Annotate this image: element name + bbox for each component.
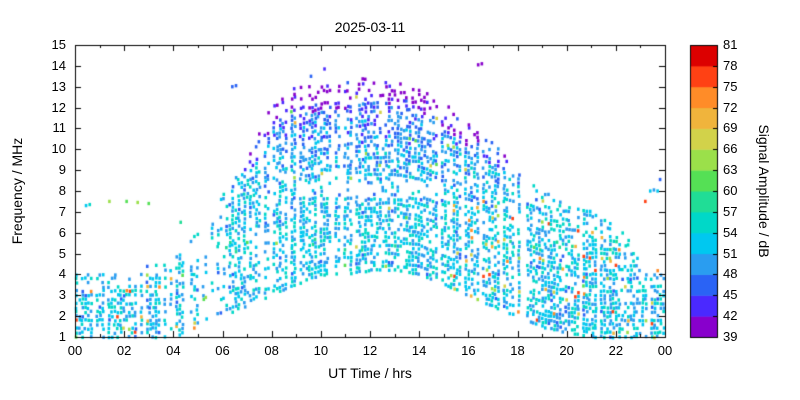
y-tick-label: 2 [58, 308, 66, 324]
x-tick-label: 18 [510, 343, 525, 358]
colorbar-tick-label: 45 [723, 287, 738, 303]
colorbar-tick-label: 39 [723, 329, 738, 344]
y-tick-label: 14 [51, 57, 66, 73]
x-tick-label: 16 [461, 343, 476, 358]
colorbar-tick-label: 51 [723, 245, 738, 261]
y-tick-label: 3 [58, 287, 66, 303]
y-tick-label: 15 [51, 37, 66, 52]
x-tick-label: 00 [657, 343, 673, 358]
x-tick-label: 00 [67, 343, 83, 358]
y-tick-label: 10 [51, 141, 66, 157]
x-tick-label: 14 [411, 343, 427, 358]
x-axis-label: UT Time / hrs [328, 365, 412, 381]
colorbar-tick-label: 81 [723, 37, 738, 52]
colorbar-tick-label: 72 [723, 99, 738, 115]
colorbar-tick-label: 48 [723, 266, 738, 282]
colorbar-tick-label: 57 [723, 203, 738, 219]
colorbar-tick-label: 69 [723, 120, 738, 136]
x-tick-label: 20 [559, 343, 574, 358]
y-tick-label: 7 [58, 203, 66, 219]
colorbar-tick-label: 66 [723, 141, 738, 157]
y-tick-label: 5 [58, 245, 66, 261]
colorbar-tick-label: 54 [723, 224, 738, 240]
y-tick-label: 12 [51, 99, 66, 115]
x-tick-label: 08 [264, 343, 279, 358]
x-tick-label: 02 [116, 343, 132, 358]
x-tick-label: 04 [166, 343, 181, 358]
y-tick-label: 11 [52, 120, 67, 136]
colorbar-tick-label: 63 [723, 162, 738, 178]
y-tick-label: 1 [58, 329, 66, 344]
y-tick-label: 4 [58, 266, 66, 282]
y-tick-label: 13 [51, 78, 66, 94]
colorbar-tick-label: 42 [723, 308, 738, 324]
y-tick-label: 9 [58, 162, 66, 178]
y-tick-label: 8 [58, 183, 66, 198]
colorbar-tick-label: 78 [723, 57, 738, 73]
colorbar-label: Signal Amplitude / dB [756, 124, 772, 258]
x-tick-label: 06 [215, 343, 230, 358]
x-tick-label: 10 [313, 343, 329, 358]
x-tick-label: 22 [608, 343, 624, 358]
x-tick-label: 12 [362, 343, 378, 358]
chart-title: 2025-03-11 [334, 19, 406, 35]
y-tick-label: 6 [58, 224, 66, 240]
colorbar-tick-label: 60 [723, 183, 738, 198]
colorbar-tick-label: 75 [723, 78, 738, 94]
